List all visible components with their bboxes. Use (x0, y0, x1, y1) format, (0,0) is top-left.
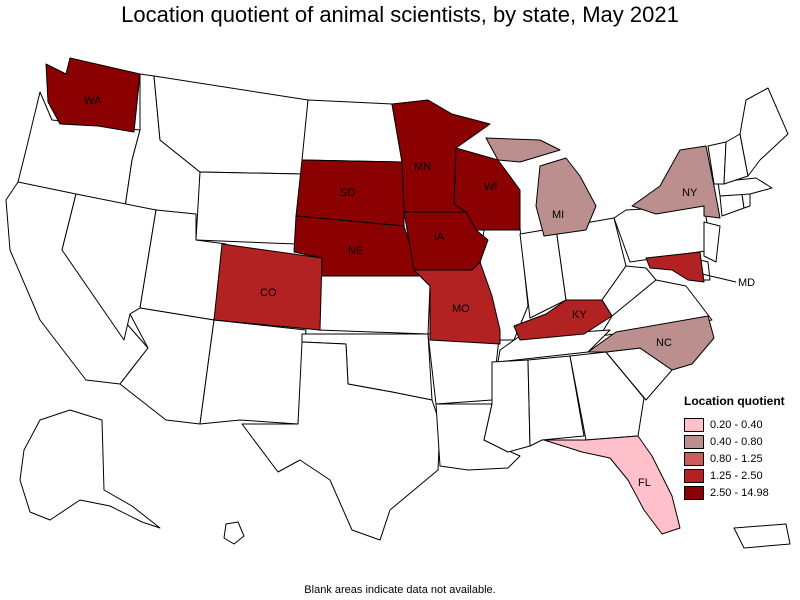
state-label-NE: NE (348, 245, 363, 257)
legend-label: 0.80 - 1.25 (710, 452, 763, 465)
state-labels: WA MN SD WI NE IA CO MO KY MD MI NY NC F… (84, 95, 755, 489)
legend: Location quotient 0.20 - 0.40 0.40 - 0.8… (684, 394, 800, 501)
territory-PR (733, 523, 791, 549)
state-AK (19, 409, 161, 529)
legend-item: 0.80 - 1.25 (684, 450, 800, 467)
state-FL (543, 435, 681, 535)
legend-item: 0.40 - 0.80 (684, 433, 800, 450)
state-label-MD: MD (738, 277, 755, 289)
state-GA (569, 351, 645, 441)
state-label-SD: SD (340, 187, 355, 199)
legend-swatch (684, 485, 704, 500)
legend-item: 2.50 - 14.98 (684, 484, 800, 501)
footer-note: Blank areas indicate data not available. (304, 584, 496, 596)
state-WA (45, 57, 141, 133)
state-label-KY: KY (572, 309, 587, 321)
legend-title: Location quotient (684, 394, 785, 408)
state-label-MI: MI (552, 209, 564, 221)
state-WY (195, 171, 303, 245)
state-label-MO: MO (452, 303, 470, 315)
state-KS (317, 275, 431, 335)
state-AZ (119, 307, 215, 425)
state-RI (741, 193, 751, 209)
state-label-IA: IA (434, 231, 445, 243)
state-AL (527, 355, 585, 447)
state-MO (413, 261, 501, 345)
state-label-WI: WI (484, 181, 497, 193)
state-MA (717, 177, 773, 197)
legend-swatch (684, 451, 704, 466)
state-TX (241, 341, 441, 541)
state-NJ (703, 221, 721, 263)
legend-label: 1.25 - 2.50 (710, 469, 763, 482)
state-label-WA: WA (84, 95, 102, 107)
state-ME (739, 87, 789, 177)
state-SD (295, 159, 405, 227)
legend-swatch (684, 417, 704, 432)
state-MI (485, 137, 597, 237)
state-HI (223, 521, 245, 545)
legend-swatch (684, 434, 704, 449)
state-label-NY: NY (682, 187, 698, 199)
map-title: Location quotient of animal scientists, … (121, 2, 679, 27)
state-KY (513, 299, 613, 341)
md-leader-line (701, 273, 737, 283)
legend-swatch (684, 468, 704, 483)
legend-label: 2.50 - 14.98 (710, 486, 769, 499)
state-MD (645, 251, 705, 283)
legend-item: 0.20 - 0.40 (684, 416, 800, 433)
legend-item: 1.25 - 2.50 (684, 467, 800, 484)
state-NM (199, 319, 307, 425)
state-CT (719, 193, 745, 217)
state-label-MN: MN (414, 161, 431, 173)
legend-label: 0.40 - 0.80 (710, 435, 763, 448)
state-ND (301, 99, 403, 163)
us-state-map: WA MN SD WI NE IA CO MO KY MD MI NY NC F… (5, 57, 791, 549)
state-WI (453, 147, 521, 231)
state-CO (213, 243, 323, 331)
state-label-CO: CO (260, 287, 277, 299)
legend-label: 0.20 - 0.40 (710, 418, 763, 431)
state-label-NC: NC (656, 337, 672, 349)
state-label-FL: FL (638, 477, 651, 489)
state-NY (631, 145, 721, 219)
state-NC (587, 315, 715, 371)
